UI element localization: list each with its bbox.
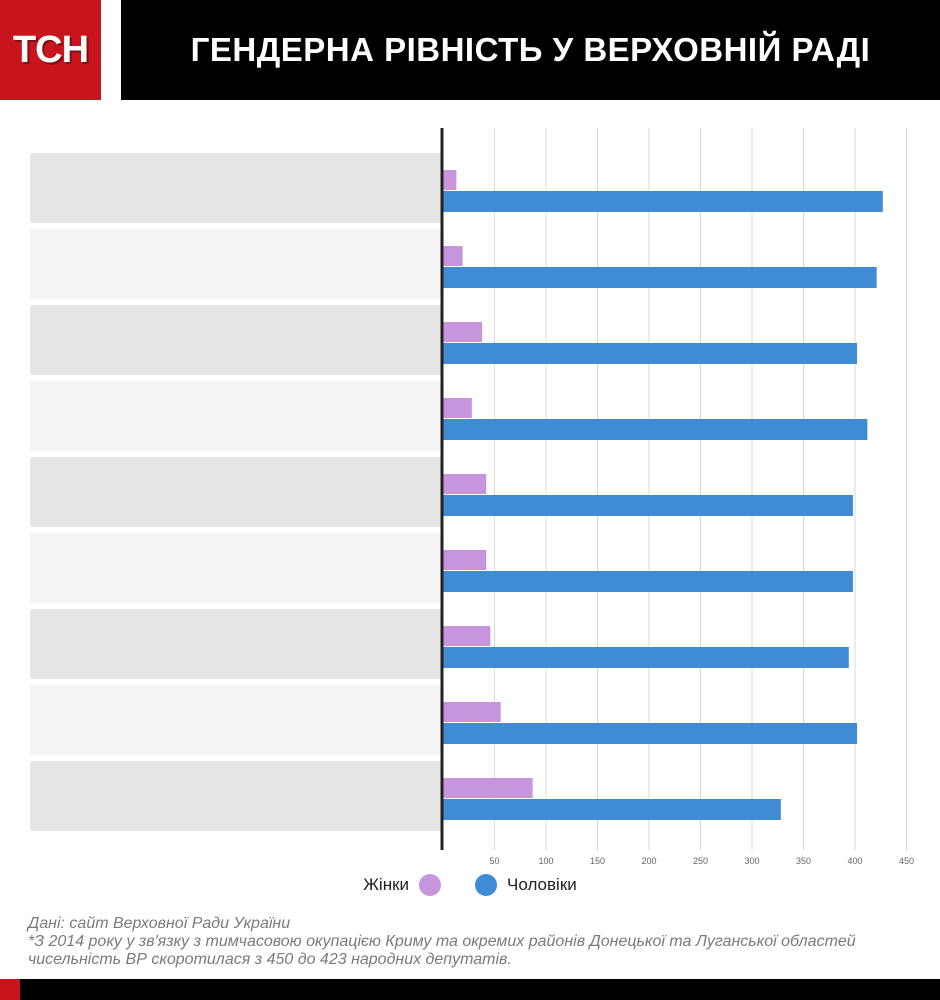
bar-men [443,343,858,364]
row-band [30,533,442,603]
legend-label-women: Жінки [363,875,410,894]
source-note: Дані: сайт Верховної Ради України [28,915,291,932]
x-tick-label: 100 [538,856,553,866]
x-tick-label: 400 [847,856,862,866]
bar-men [443,723,858,744]
bar-women [443,322,483,342]
bar-men [443,799,781,820]
bar-men [443,571,853,592]
bar-women [443,246,463,266]
bar-men [443,267,877,288]
legend-item-women: Жінки [363,874,442,896]
row-band [30,229,442,299]
bar-women [443,474,487,494]
x-tick-label: 150 [590,856,605,866]
footnote: Дані: сайт Верховної Ради України *З 201… [28,915,918,969]
bar-women [443,778,533,798]
bar-women [443,626,491,646]
legend-item-men: Чоловіки [475,874,577,896]
tsn-logo[interactable]: ТСН [0,0,101,100]
x-tick-label: 50 [489,856,499,866]
legend-swatch-women [419,874,442,896]
page-title: ГЕНДЕРНА РІВНІСТЬ У ВЕРХОВНІЙ РАДІ [190,31,871,68]
bottom-bar-accent [0,979,20,1000]
logo-text: ТСН [12,28,89,71]
row-band [30,761,442,831]
bar-men [443,419,868,440]
legend: Жінки Чоловіки [0,870,940,900]
title-bar: ГЕНДЕРНА РІВНІСТЬ У ВЕРХОВНІЙ РАДІ [121,0,940,100]
legend-swatch-men [475,874,498,896]
occupation-note: *З 2014 року у зв'язку з тимчасовою окуп… [28,933,856,968]
row-band [30,685,442,755]
bar-women [443,550,487,570]
header: ТСН ГЕНДЕРНА РІВНІСТЬ У ВЕРХОВНІЙ РАДІ [0,0,940,100]
x-tick-label: 250 [693,856,708,866]
x-tick-label: 450 [899,856,914,866]
row-band [30,381,442,451]
bar-men [443,495,853,516]
bar-women [443,170,457,190]
bar-women [443,398,472,418]
row-band [30,153,442,223]
row-band [30,305,442,375]
x-tick-label: 300 [744,856,759,866]
bar-men [443,647,849,668]
bar-women [443,702,501,722]
bottom-bar [0,979,940,1000]
x-tick-label: 350 [796,856,811,866]
legend-label-men: Чоловіки [507,875,577,894]
bar-men [443,191,883,212]
row-band [30,609,442,679]
bar-chart: 50 100 150 200 250 300 350 400 450 [30,128,914,866]
row-band [30,457,442,527]
x-tick-label: 200 [641,856,656,866]
